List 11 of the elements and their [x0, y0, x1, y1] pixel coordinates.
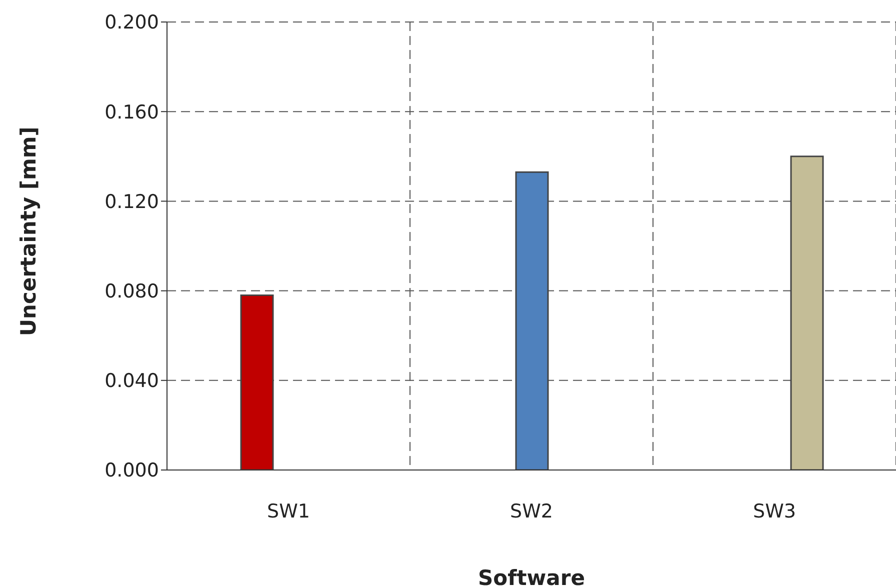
- y-tick-label: 0.040: [104, 370, 159, 392]
- x-tick-label: SW2: [510, 500, 553, 522]
- y-tick-label: 0.120: [104, 190, 159, 213]
- y-tick-label: 0.160: [104, 101, 159, 124]
- x-tick-label: SW1: [267, 500, 310, 522]
- x-tick-label: SW3: [753, 500, 796, 522]
- y-tick-label: 0.000: [104, 460, 159, 482]
- y-tick-label: 0.080: [104, 280, 159, 303]
- x-axis-title: Software: [478, 566, 585, 587]
- y-axis-title: Uncertainty [mm]: [16, 126, 40, 336]
- y-tick-label: 0.200: [104, 12, 159, 34]
